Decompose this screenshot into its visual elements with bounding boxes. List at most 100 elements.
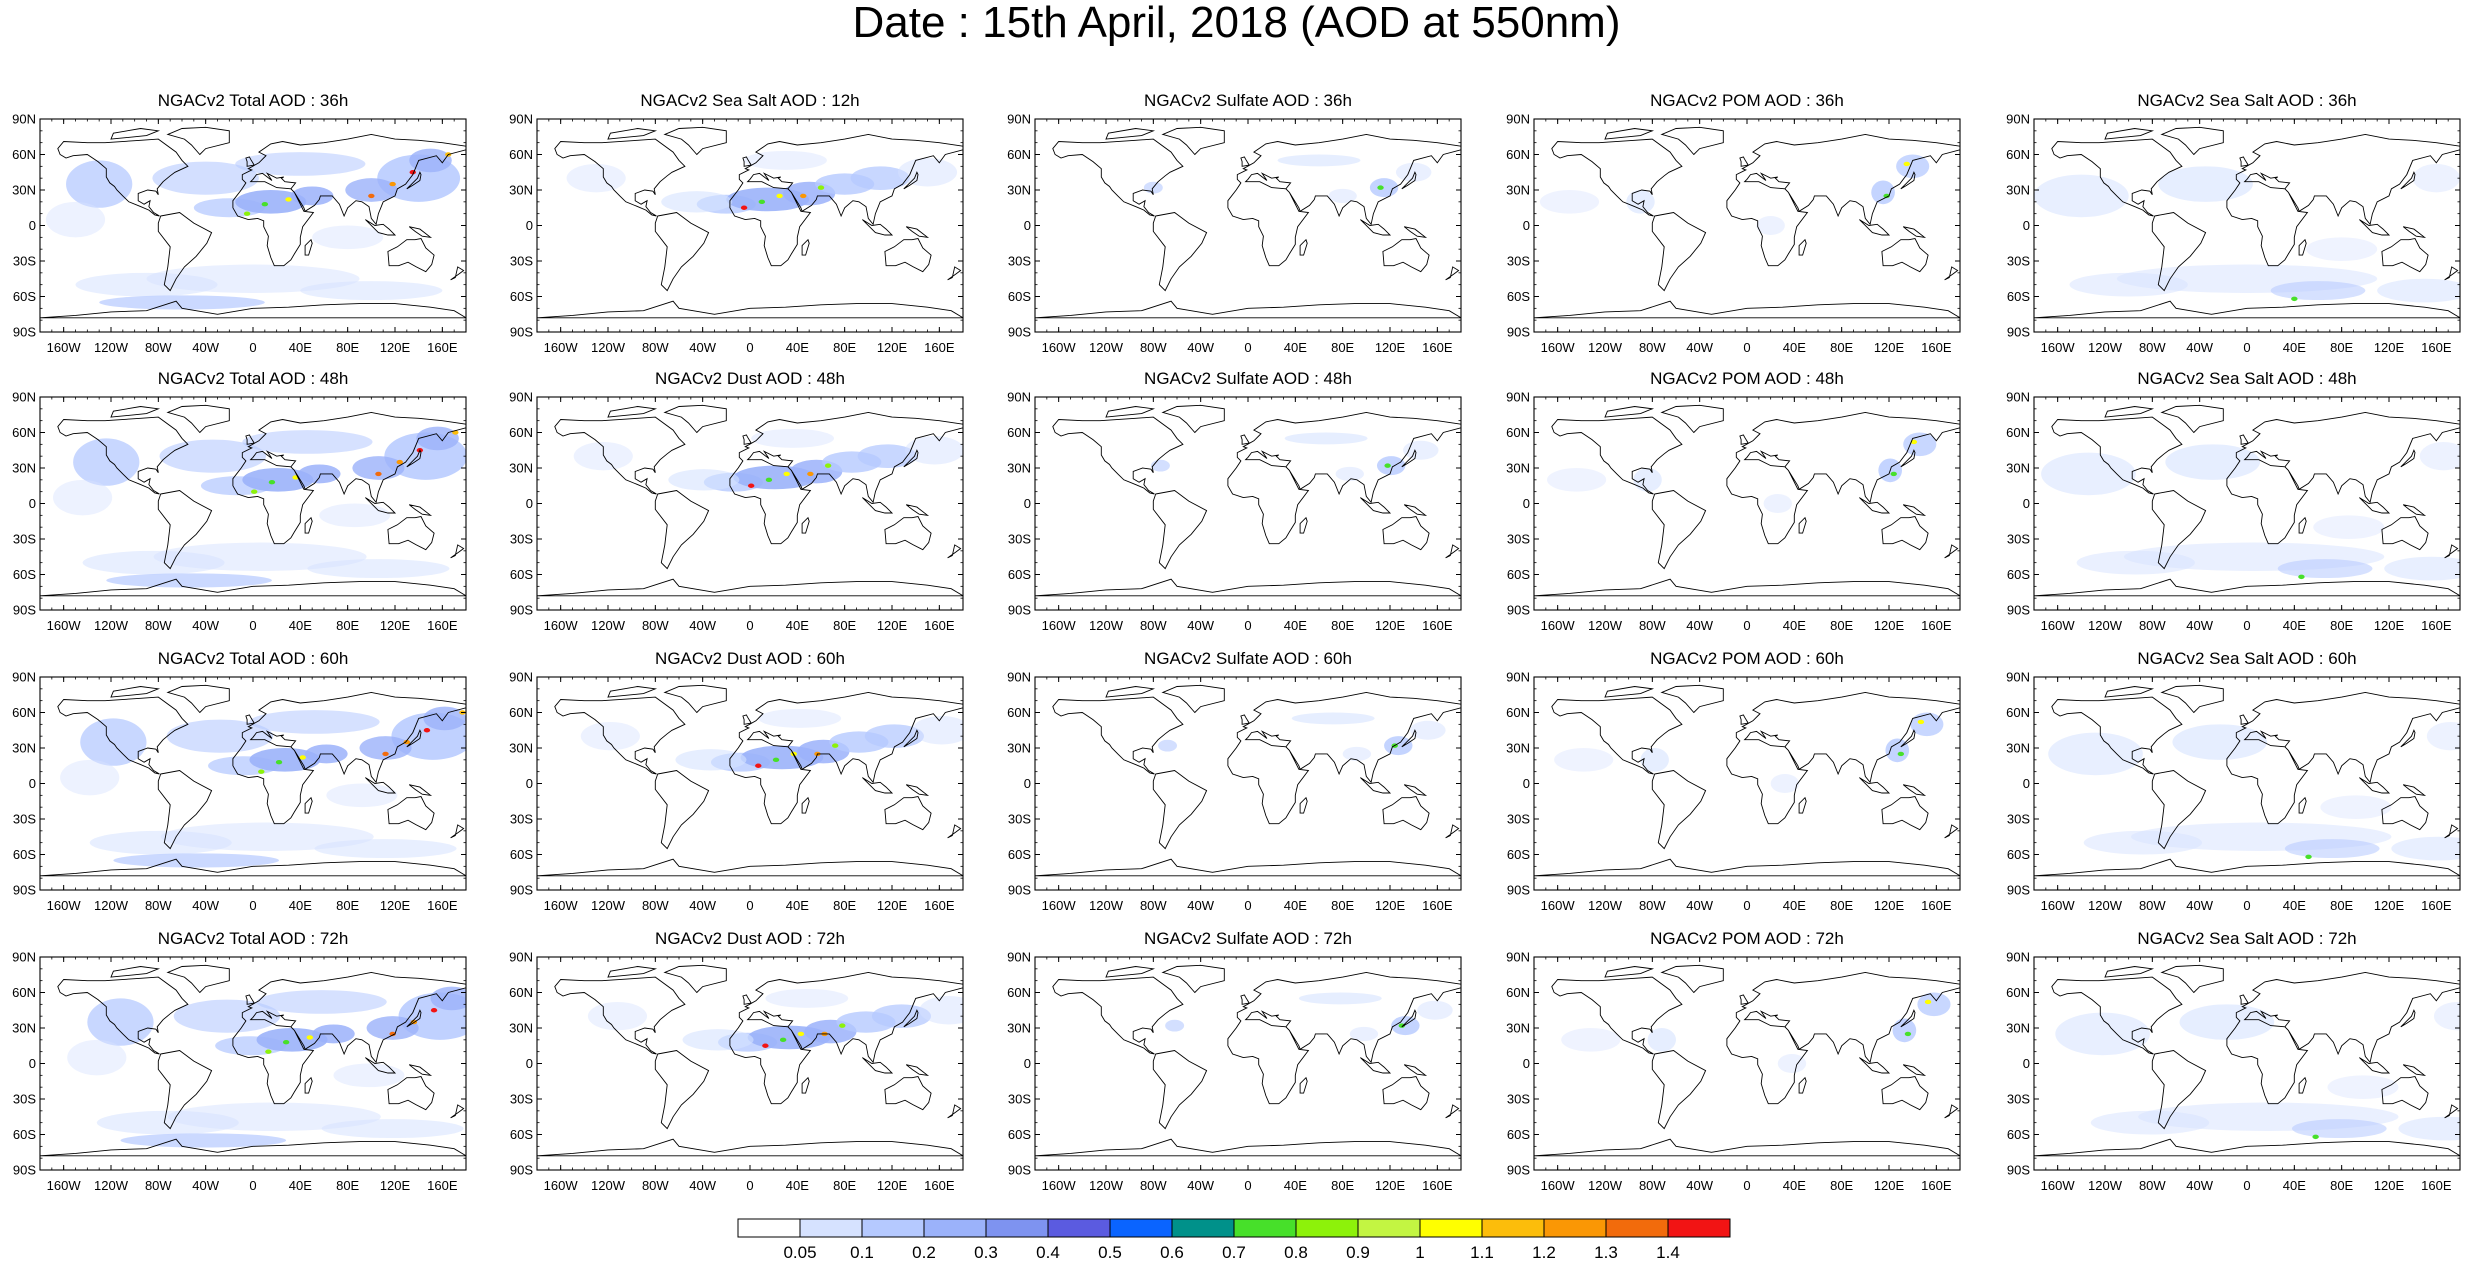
- coastline-south-america: [1651, 1050, 1707, 1130]
- coastline-british-isles: [742, 714, 752, 725]
- coastline-africa-eurasia: [1227, 411, 1461, 545]
- aod-plume: [359, 736, 412, 760]
- lon-tick-label: 0: [249, 618, 256, 633]
- coastline-australia: [1382, 795, 1430, 831]
- lat-tick-label: 30N: [12, 461, 36, 476]
- map-panel: NGACv2 Dust AOD : 48h 90N 60N 30N 0 30S 60S 90S…: [505, 368, 1005, 638]
- lat-tick-label: 0: [526, 218, 533, 233]
- lon-tick-label: 160W: [1541, 898, 1576, 913]
- colorbar-swatch: [1233, 1218, 1297, 1238]
- lon-tick-label: 120E: [1375, 898, 1406, 913]
- coastline-indonesia: [2359, 1057, 2391, 1074]
- world-map: 90N 60N 30N 0 30S 60S 90S 160W 120W 80W 40W 0 40E 80E…: [12, 112, 467, 355]
- coastline-indonesia: [1859, 777, 1891, 794]
- lon-tick-label: 40E: [2283, 1178, 2306, 1193]
- lat-tick-label: 60N: [12, 147, 36, 162]
- lat-tick-label: 90S: [1507, 1163, 1530, 1178]
- lon-tick-label: 120W: [1588, 1178, 1623, 1193]
- colorbar-legend: 0.05 0.1 0.2 0.3 0.4 0.5 0.6 0.7 0.8 0.9 1 1.1 1.2 1.…: [737, 1218, 1738, 1262]
- lon-tick-label: 120W: [94, 898, 129, 913]
- aod-hotspot: [758, 199, 766, 205]
- colorbar-label: 0.3: [974, 1243, 998, 1262]
- lon-tick-label: 0: [1743, 1178, 1750, 1193]
- lon-tick-label: 40W: [1187, 898, 1214, 913]
- coastline-greenland: [1161, 404, 1225, 434]
- coastline-japan: [2400, 1009, 2416, 1028]
- aod-plume: [256, 990, 387, 1014]
- lon-tick-label: 120W: [1089, 340, 1124, 355]
- lat-tick-label: 90S: [1008, 325, 1031, 340]
- panel-title: NGACv2 Sea Salt AOD : 36h: [2137, 91, 2357, 110]
- map-panel: NGACv2 Dust AOD : 60h 90N 60N 30N 0 30S 60S 90S…: [505, 648, 1005, 918]
- lon-tick-label: 80E: [1331, 898, 1354, 913]
- world-map: 90N 60N 30N 0 30S 60S 90S 160W 120W 80W 40W 0 40E 80E…: [2006, 390, 2461, 633]
- aod-plume: [1298, 992, 1382, 1005]
- coastline-british-isles: [742, 994, 752, 1005]
- aod-hotspot: [423, 728, 431, 733]
- coastline-new-zealand: [947, 544, 962, 559]
- lat-tick-label: 90N: [509, 670, 533, 685]
- coastline-arctic-islands: [110, 686, 161, 698]
- lat-tick-label: 30N: [1506, 741, 1530, 756]
- lat-tick-label: 90S: [510, 1163, 533, 1178]
- lon-tick-label: 0: [249, 340, 256, 355]
- coastline-arctic-islands: [2104, 128, 2155, 140]
- lat-tick-label: 30S: [510, 254, 533, 269]
- aod-plume: [1910, 712, 1944, 737]
- map-panel: NGACv2 POM AOD : 72h 90N 60N 30N 0 30S 60S 90S 1…: [1502, 928, 2002, 1198]
- aod-plume: [89, 830, 232, 855]
- coastline-australia: [1382, 515, 1430, 551]
- lat-tick-label: 60N: [1007, 705, 1031, 720]
- lat-tick-label: 30N: [509, 741, 533, 756]
- aod-plume: [1403, 440, 1439, 460]
- coastline-madagascar: [304, 796, 313, 814]
- aod-plume: [2398, 1116, 2460, 1141]
- coastline-british-isles: [245, 714, 255, 725]
- lon-tick-label: 80E: [336, 898, 359, 913]
- lon-tick-label: 120W: [2088, 1178, 2123, 1193]
- lon-tick-label: 160E: [924, 898, 955, 913]
- coastline-indonesia: [2359, 219, 2391, 236]
- coastlines: [1035, 404, 1461, 597]
- lon-tick-label: 160W: [1042, 340, 1077, 355]
- lat-tick-label: 60N: [12, 425, 36, 440]
- coastline-south-america: [1651, 212, 1707, 292]
- map-panel: NGACv2 Sea Salt AOD : 48h 90N 60N 30N 0 30S 60…: [2002, 368, 2473, 638]
- world-map: 90N 60N 30N 0 30S 60S 90S 160W 120W 80W 40W 0 40E 80E…: [509, 670, 964, 913]
- coastlines: [537, 126, 963, 319]
- lat-tick-label: 60S: [1008, 289, 1031, 304]
- lat-tick-label: 30N: [2006, 461, 2030, 476]
- lon-tick-label: 40E: [1284, 618, 1307, 633]
- coastline-new-guinea: [1403, 504, 1428, 516]
- lat-tick-label: 60S: [1507, 1127, 1530, 1142]
- coastline-antarctica: [40, 300, 466, 319]
- coastline-north-america: [554, 976, 686, 1055]
- lat-tick-label: 90N: [1506, 950, 1530, 965]
- coastline-south-america: [654, 1050, 710, 1130]
- coastlines: [40, 404, 466, 597]
- aod-plume: [1395, 162, 1432, 182]
- coastline-south-america: [1651, 490, 1707, 570]
- aod-plume: [66, 160, 133, 208]
- panel-title: NGACv2 POM AOD : 72h: [1650, 929, 1844, 948]
- coastline-africa-eurasia: [1227, 133, 1461, 267]
- colorbar-swatch: [1543, 1218, 1607, 1238]
- panel-title: NGACv2 Dust AOD : 60h: [655, 649, 845, 668]
- lon-tick-label: 160W: [47, 618, 82, 633]
- coastline-greenland: [663, 126, 727, 156]
- coastline-indonesia: [365, 219, 397, 236]
- aod-plume: [2327, 1075, 2399, 1099]
- aod-plume: [1376, 456, 1406, 476]
- coastline-north-america: [1551, 696, 1683, 775]
- lat-tick-label: 60N: [12, 705, 36, 720]
- coastline-madagascar: [2298, 516, 2307, 534]
- lat-tick-label: 0: [29, 776, 36, 791]
- coastline-new-zealand: [947, 1104, 962, 1119]
- coastline-new-guinea: [408, 1064, 433, 1076]
- lat-tick-label: 60S: [1008, 847, 1031, 862]
- lat-tick-label: 0: [526, 776, 533, 791]
- aod-plume: [1384, 736, 1413, 756]
- lat-tick-label: 90N: [509, 390, 533, 405]
- lon-tick-label: 160E: [427, 618, 458, 633]
- lon-tick-label: 40W: [1686, 340, 1713, 355]
